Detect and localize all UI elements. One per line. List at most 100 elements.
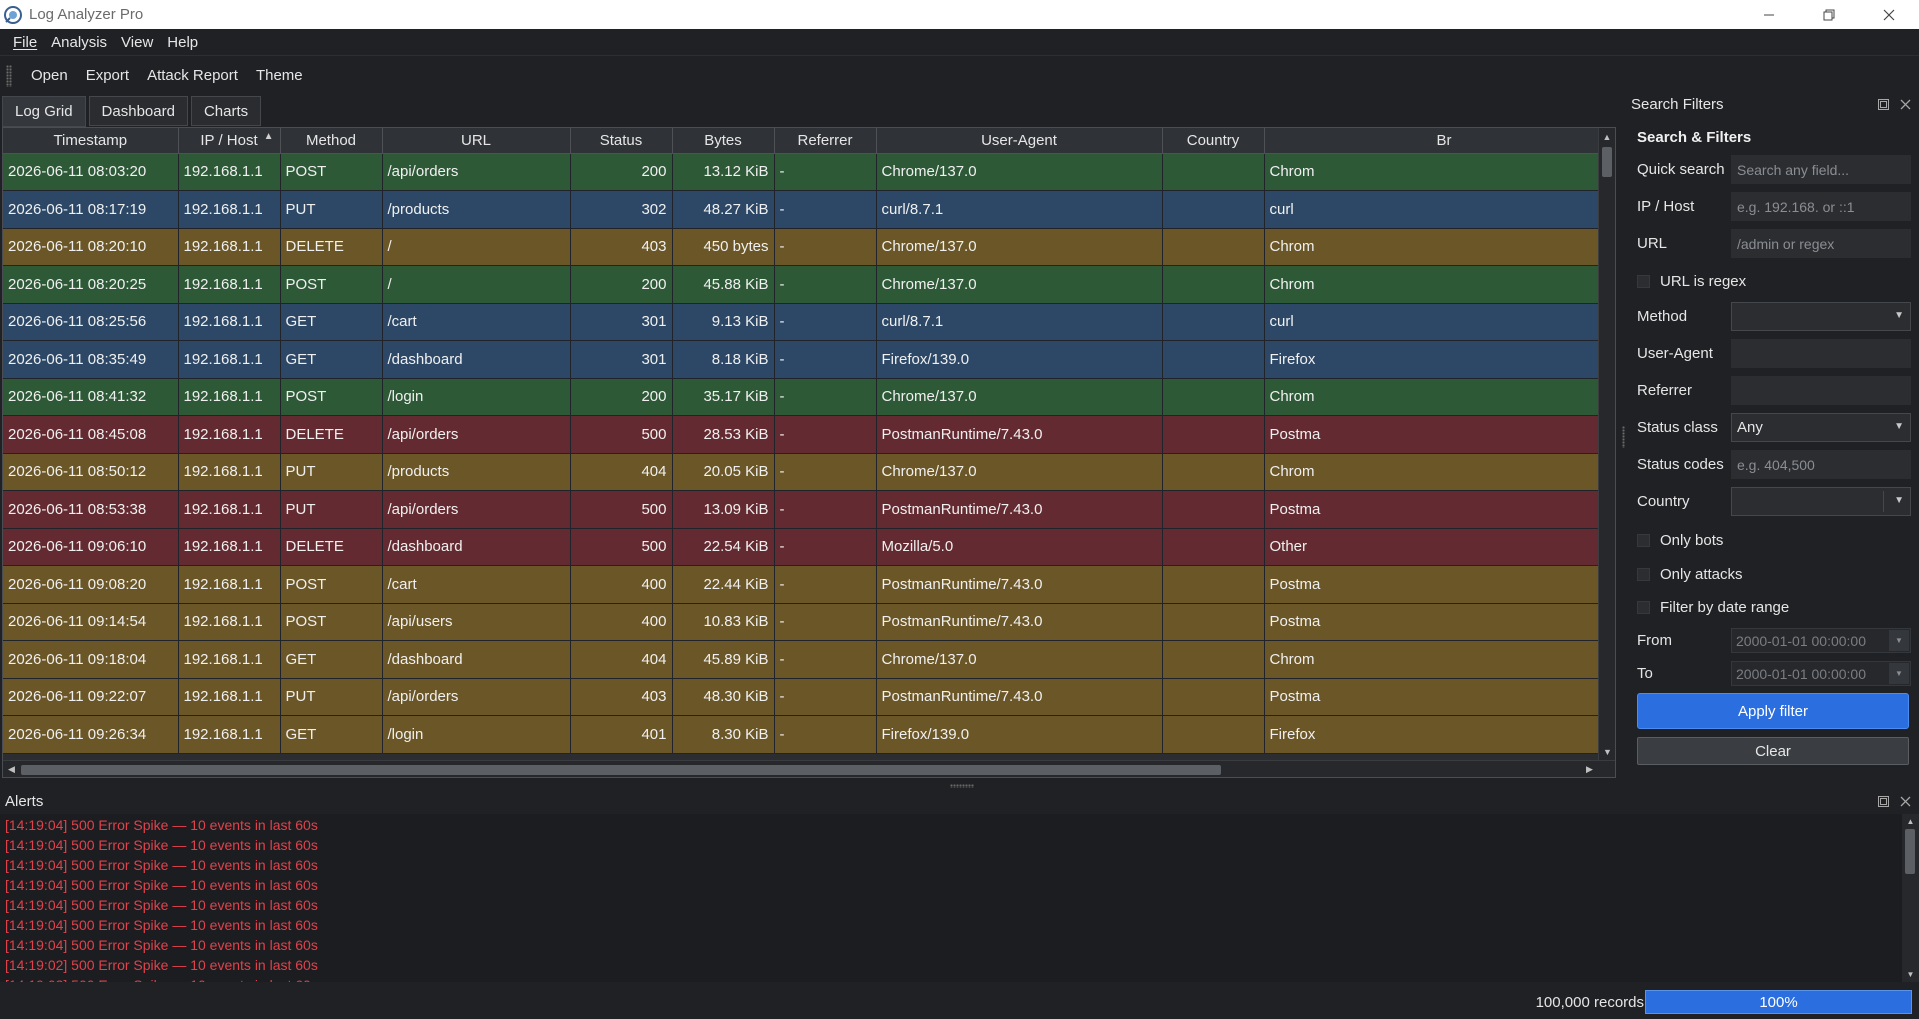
table-cell[interactable]: 8.18 KiB: [672, 340, 775, 379]
table-cell[interactable]: /cart: [382, 303, 571, 341]
export-button[interactable]: Export: [85, 67, 130, 84]
table-cell[interactable]: 192.168.1.1: [178, 303, 281, 341]
table-cell[interactable]: 192.168.1.1: [178, 715, 281, 754]
table-cell[interactable]: 192.168.1.1: [178, 340, 281, 379]
table-cell[interactable]: /: [382, 265, 571, 304]
table-cell[interactable]: curl: [1264, 303, 1598, 341]
table-cell[interactable]: 192.168.1.1: [178, 490, 281, 529]
alert-item[interactable]: [14:19:04] 500 Error Spike — 10 events i…: [5, 857, 318, 873]
float-panel-icon[interactable]: [1877, 795, 1889, 807]
scrollbar-thumb[interactable]: [1602, 147, 1612, 177]
table-cell[interactable]: 403: [570, 228, 673, 266]
table-row[interactable]: 2026-06-11 08:25:56 192.168.1.1 GET/cart 30…: [3, 303, 1598, 341]
table-cell[interactable]: Postma: [1264, 603, 1598, 641]
scroll-right-arrow-icon[interactable]: ▶: [1586, 764, 1593, 774]
table-cell[interactable]: /dashboard: [382, 528, 571, 566]
alert-item[interactable]: [14:19:04] 500 Error Spike — 10 events i…: [5, 837, 318, 853]
table-cell[interactable]: -: [774, 378, 877, 416]
table-cell[interactable]: 192.168.1.1: [178, 228, 281, 266]
table-cell[interactable]: PUT: [280, 490, 383, 529]
status-class-select[interactable]: Any ▼: [1731, 413, 1911, 442]
table-cell[interactable]: 192.168.1.1: [178, 528, 281, 566]
table-cell[interactable]: /login: [382, 378, 571, 416]
table-cell[interactable]: -: [774, 153, 877, 191]
close-panel-icon[interactable]: [1899, 795, 1911, 807]
table-cell[interactable]: -: [774, 603, 877, 641]
table-cell[interactable]: 2026-06-11 08:45:08: [3, 415, 179, 454]
table-cell[interactable]: 403: [570, 678, 673, 716]
table-cell[interactable]: Chrom: [1264, 265, 1598, 304]
table-cell[interactable]: 192.168.1.1: [178, 190, 281, 229]
table-cell[interactable]: Chrome/137.0: [876, 453, 1163, 491]
table-cell[interactable]: GET: [280, 340, 383, 379]
table-cell[interactable]: 450 bytes: [672, 228, 775, 266]
status-codes-input[interactable]: e.g. 404,500: [1731, 450, 1911, 479]
table-cell[interactable]: 2026-06-11 09:18:04: [3, 640, 179, 679]
from-date-input[interactable]: 2000-01-01 00:00:00 ▼: [1731, 628, 1911, 653]
table-cell[interactable]: 8.30 KiB: [672, 715, 775, 754]
scroll-left-arrow-icon[interactable]: ◀: [8, 764, 15, 774]
table-cell[interactable]: 2026-06-11 08:53:38: [3, 490, 179, 529]
tab-dashboard[interactable]: Dashboard: [88, 96, 188, 126]
user-agent-input[interactable]: [1731, 339, 1911, 368]
table-cell[interactable]: 20.05 KiB: [672, 453, 775, 491]
table-cell[interactable]: Chrome/137.0: [876, 228, 1163, 266]
alerts-vertical-scrollbar[interactable]: ▲ ▼: [1902, 814, 1919, 982]
table-cell[interactable]: 13.12 KiB: [672, 153, 775, 191]
table-cell[interactable]: PostmanRuntime/7.43.0: [876, 678, 1163, 716]
table-cell[interactable]: 2026-06-11 08:41:32: [3, 378, 179, 416]
table-cell[interactable]: /api/orders: [382, 490, 571, 529]
table-cell[interactable]: -: [774, 678, 877, 716]
table-cell[interactable]: PUT: [280, 453, 383, 491]
to-date-input[interactable]: 2000-01-01 00:00:00 ▼: [1731, 661, 1911, 686]
table-cell[interactable]: [1162, 490, 1265, 529]
table-cell[interactable]: /products: [382, 190, 571, 229]
grid-vertical-scrollbar[interactable]: ▲ ▼: [1598, 128, 1615, 760]
checkbox-box[interactable]: [1637, 568, 1650, 581]
scroll-down-arrow-icon[interactable]: ▼: [1906, 970, 1915, 979]
table-cell[interactable]: -: [774, 340, 877, 379]
column-header-referrer[interactable]: Referrer: [774, 128, 877, 154]
table-cell[interactable]: 500: [570, 415, 673, 454]
table-cell[interactable]: 192.168.1.1: [178, 678, 281, 716]
table-cell[interactable]: PostmanRuntime/7.43.0: [876, 565, 1163, 604]
table-cell[interactable]: [1162, 265, 1265, 304]
table-cell[interactable]: [1162, 715, 1265, 754]
table-cell[interactable]: POST: [280, 265, 383, 304]
table-cell[interactable]: DELETE: [280, 228, 383, 266]
table-cell[interactable]: Firefox/139.0: [876, 715, 1163, 754]
table-cell[interactable]: 400: [570, 565, 673, 604]
chevron-down-icon[interactable]: ▼: [1889, 630, 1909, 651]
url-input[interactable]: /admin or regex: [1731, 229, 1911, 258]
table-cell[interactable]: 192.168.1.1: [178, 565, 281, 604]
table-row[interactable]: 2026-06-11 08:20:10 192.168.1.1 DELETE/403…: [3, 228, 1598, 266]
referrer-input[interactable]: [1731, 376, 1911, 405]
open-button[interactable]: Open: [31, 67, 68, 84]
alert-item[interactable]: [14:19:04] 500 Error Spike — 10 events i…: [5, 897, 318, 913]
only-bots-checkbox[interactable]: Only bots: [1637, 532, 1723, 549]
table-row[interactable]: 2026-06-11 09:14:54 192.168.1.1 POST/api/u…: [3, 603, 1598, 641]
table-cell[interactable]: [1162, 528, 1265, 566]
column-header-country[interactable]: Country: [1162, 128, 1265, 154]
menu-help[interactable]: Help: [167, 33, 199, 51]
checkbox-box[interactable]: [1637, 601, 1650, 614]
table-cell[interactable]: curl/8.7.1: [876, 190, 1163, 229]
table-cell[interactable]: 302: [570, 190, 673, 229]
table-cell[interactable]: -: [774, 640, 877, 679]
minimize-button[interactable]: [1739, 0, 1799, 29]
table-cell[interactable]: /api/users: [382, 603, 571, 641]
table-cell[interactable]: 2026-06-11 09:14:54: [3, 603, 179, 641]
alert-item[interactable]: [14:19:02] 500 Error Spike — 10 events i…: [5, 975, 1902, 982]
table-cell[interactable]: Firefox: [1264, 340, 1598, 379]
table-cell[interactable]: Chrom: [1264, 453, 1598, 491]
table-cell[interactable]: -: [774, 453, 877, 491]
table-cell[interactable]: -: [774, 228, 877, 266]
table-cell[interactable]: 35.17 KiB: [672, 378, 775, 416]
table-cell[interactable]: POST: [280, 378, 383, 416]
table-cell[interactable]: 2026-06-11 08:50:12: [3, 453, 179, 491]
alert-item[interactable]: [14:19:04] 500 Error Spike — 10 events i…: [5, 937, 318, 953]
table-cell[interactable]: 192.168.1.1: [178, 378, 281, 416]
table-cell[interactable]: /login: [382, 715, 571, 754]
quick-search-input[interactable]: Search any field...: [1731, 155, 1911, 184]
table-cell[interactable]: 192.168.1.1: [178, 415, 281, 454]
